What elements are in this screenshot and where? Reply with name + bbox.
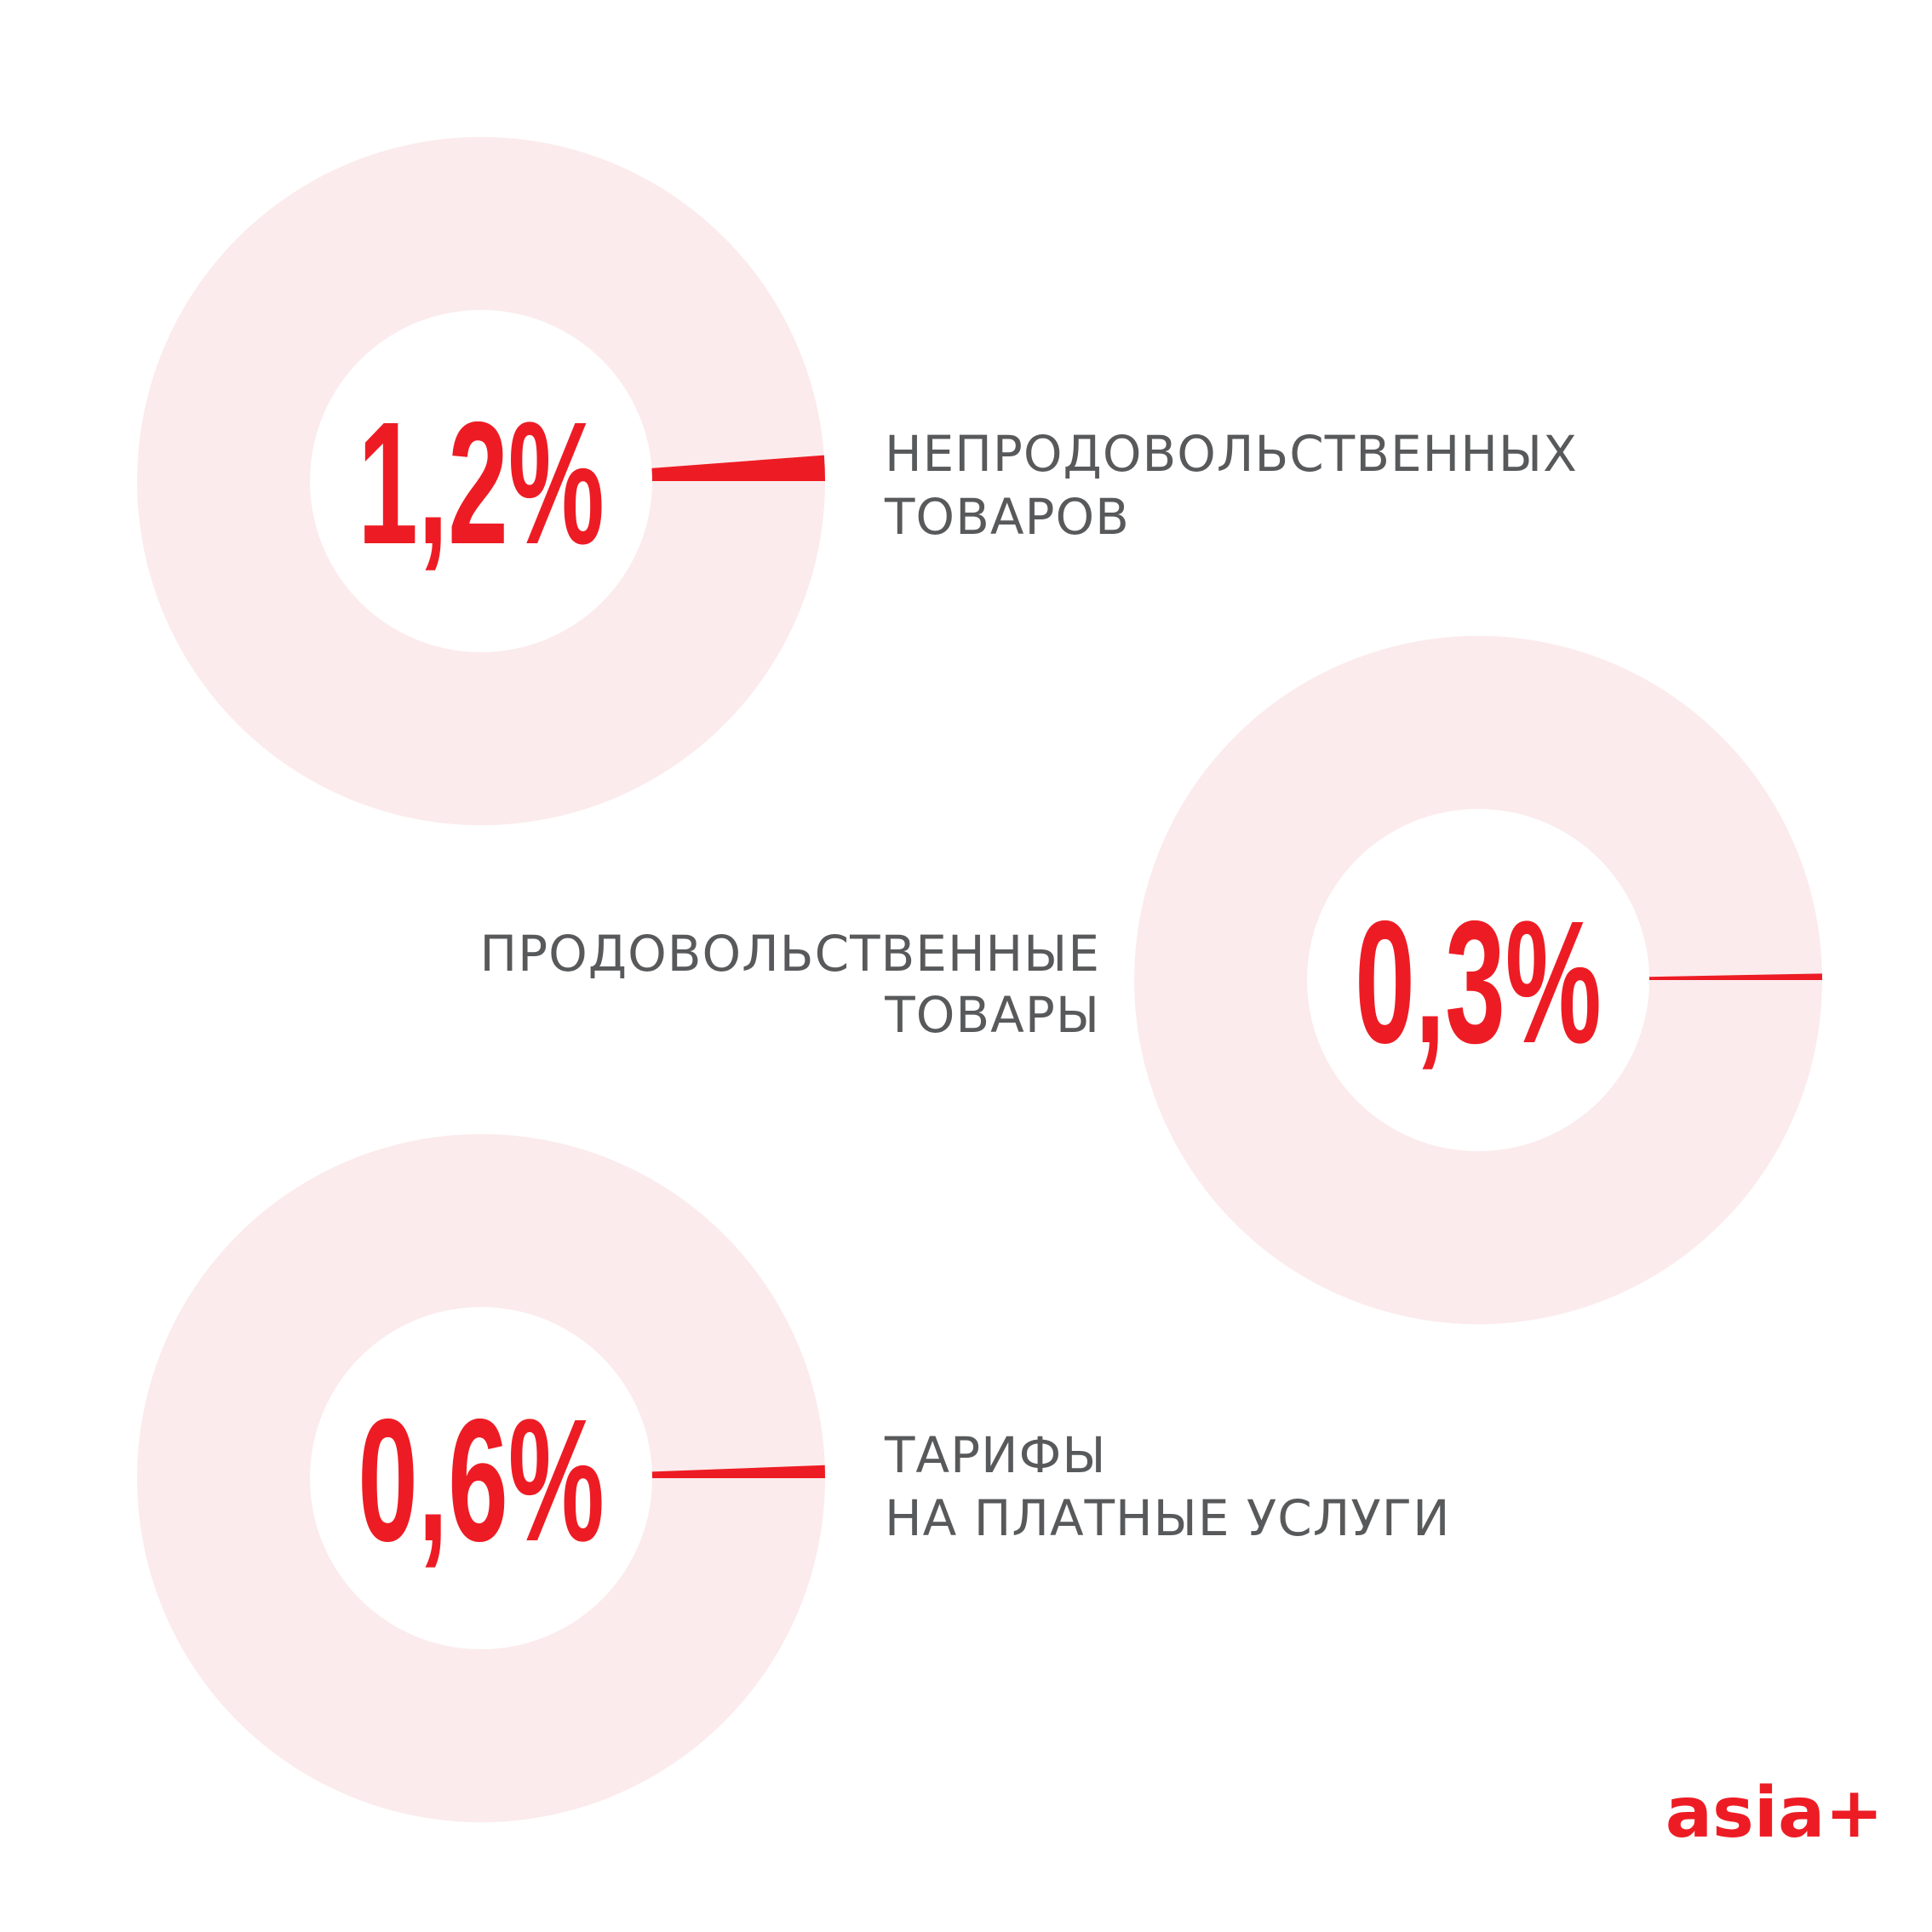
category-label: НЕПРОДОВОЛЬСТВЕННЫХ bbox=[885, 425, 1578, 483]
value-label: 0,3% bbox=[1355, 886, 1602, 1080]
donut-slice bbox=[1648, 973, 1822, 980]
value-label: 1,2% bbox=[358, 387, 605, 581]
donut-ring bbox=[136, 1133, 825, 1823]
category-label: ТАРИФЫ bbox=[884, 1426, 1107, 1484]
category-label: ПРОДОВОЛЬСТВЕННЫЕ bbox=[480, 925, 1100, 983]
donut-ring bbox=[1133, 635, 1823, 1325]
category-label: НА ПЛАТНЫЕ УСЛУГИ bbox=[885, 1489, 1451, 1547]
asia-plus-logo: asia+ bbox=[1665, 1773, 1883, 1854]
value-label: 0,6% bbox=[358, 1384, 605, 1578]
donut-ring bbox=[136, 136, 825, 826]
donut-slice bbox=[651, 455, 825, 481]
donut-slice bbox=[651, 1465, 825, 1478]
category-label: ТОВАРОВ bbox=[884, 488, 1130, 546]
category-label: ТОВАРЫ bbox=[884, 986, 1100, 1044]
